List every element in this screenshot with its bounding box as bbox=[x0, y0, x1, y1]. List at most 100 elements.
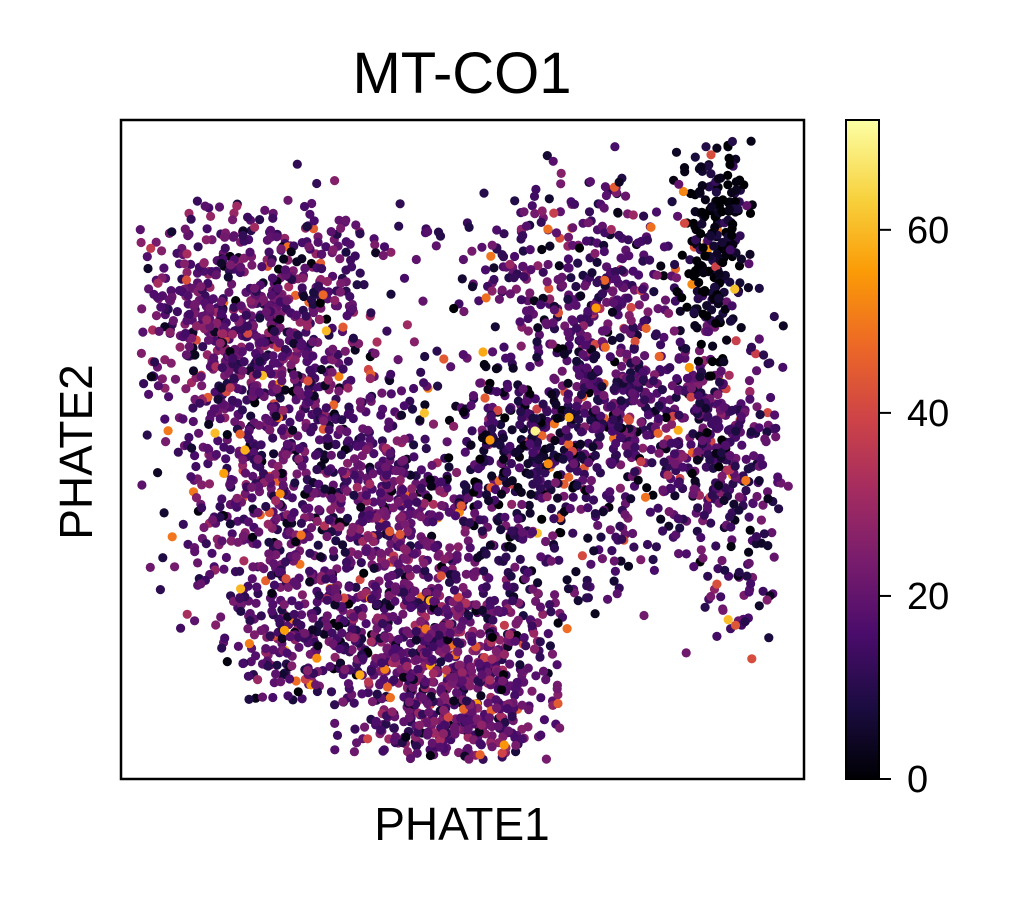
scatter-point bbox=[457, 274, 467, 284]
scatter-point bbox=[338, 364, 348, 374]
scatter-point bbox=[348, 304, 358, 314]
scatter-point bbox=[714, 293, 724, 303]
scatter-point bbox=[467, 426, 477, 436]
scatter-point bbox=[592, 463, 602, 473]
scatter-point bbox=[610, 566, 621, 576]
scatter-point bbox=[413, 727, 423, 737]
scatter-point bbox=[190, 616, 200, 626]
scatter-point bbox=[179, 259, 190, 269]
scatter-point bbox=[586, 559, 596, 569]
scatter-point bbox=[737, 440, 747, 450]
scatter-point bbox=[228, 215, 238, 225]
scatter-point bbox=[312, 464, 322, 475]
scatter-point bbox=[511, 740, 521, 751]
scatter-point bbox=[253, 507, 263, 518]
scatter-point bbox=[707, 356, 718, 367]
scatter-point bbox=[360, 722, 370, 732]
scatter-point bbox=[653, 428, 663, 438]
scatter-point bbox=[392, 436, 402, 446]
scatter-point bbox=[416, 483, 426, 493]
scatter-point bbox=[308, 351, 318, 361]
scatter-point bbox=[571, 281, 581, 292]
scatter-point bbox=[229, 312, 240, 323]
scatter-point bbox=[745, 208, 756, 218]
scatter-point bbox=[289, 577, 299, 587]
scatter-point bbox=[475, 750, 485, 760]
scatter-point bbox=[278, 405, 288, 416]
scatter-point bbox=[254, 420, 264, 430]
scatter-point bbox=[249, 447, 259, 458]
scatter-point bbox=[717, 471, 727, 481]
scatter-point bbox=[239, 357, 249, 367]
scatter-point bbox=[249, 630, 259, 640]
scatter-point bbox=[451, 570, 461, 580]
scatter-point bbox=[269, 449, 279, 459]
scatter-point bbox=[530, 426, 540, 436]
scatter-point bbox=[421, 648, 431, 658]
scatter-point bbox=[497, 250, 507, 260]
scatter-point bbox=[510, 196, 520, 206]
scatter-point bbox=[480, 265, 491, 275]
scatter-point bbox=[700, 287, 710, 297]
scatter-point bbox=[511, 448, 521, 458]
scatter-point bbox=[686, 383, 697, 393]
scatter-point bbox=[593, 365, 603, 375]
scatter-point bbox=[561, 425, 571, 435]
scatter-point bbox=[256, 440, 266, 450]
scatter-point bbox=[251, 598, 261, 608]
scatter-point bbox=[269, 326, 280, 336]
scatter-point bbox=[699, 510, 709, 520]
scatter-point bbox=[745, 249, 755, 259]
scatter-point bbox=[722, 335, 732, 345]
scatter-point bbox=[698, 553, 708, 563]
scatter-point bbox=[516, 487, 526, 497]
scatter-point bbox=[461, 696, 472, 706]
scatter-point bbox=[465, 518, 475, 528]
scatter-point bbox=[314, 590, 324, 601]
scatter-point bbox=[211, 270, 221, 280]
scatter-point bbox=[376, 488, 386, 498]
scatter-point bbox=[591, 303, 601, 313]
scatter-point bbox=[284, 282, 294, 292]
scatter-point bbox=[463, 552, 474, 563]
scatter-point bbox=[754, 334, 764, 344]
scatter-point bbox=[227, 279, 237, 289]
scatter-point bbox=[334, 386, 344, 396]
scatter-point bbox=[248, 532, 258, 542]
scatter-point bbox=[412, 655, 422, 665]
scatter-point bbox=[545, 241, 555, 251]
scatter-point bbox=[303, 484, 313, 494]
scatter-point bbox=[591, 405, 601, 415]
scatter-point bbox=[411, 626, 421, 637]
scatter-point bbox=[381, 719, 391, 729]
scatter-point bbox=[627, 388, 638, 398]
scatter-point bbox=[261, 501, 271, 512]
scatter-point bbox=[232, 201, 242, 211]
scatter-point bbox=[330, 652, 340, 662]
scatter-point bbox=[542, 151, 552, 161]
scatter-point bbox=[272, 384, 282, 394]
scatter-point bbox=[243, 624, 253, 634]
scatter-point bbox=[535, 637, 545, 647]
scatter-point bbox=[535, 652, 545, 662]
scatter-point bbox=[398, 485, 408, 495]
scatter-point bbox=[326, 687, 337, 697]
scatter-point bbox=[293, 330, 303, 340]
scatter-point bbox=[706, 371, 716, 381]
scatter-point bbox=[348, 522, 358, 533]
scatter-point bbox=[453, 647, 463, 657]
scatter-point bbox=[549, 543, 560, 553]
scatter-point bbox=[718, 605, 728, 616]
scatter-point bbox=[568, 528, 578, 538]
scatter-point bbox=[763, 541, 773, 551]
scatter-point bbox=[514, 463, 525, 473]
scatter-point bbox=[313, 237, 323, 247]
scatter-point bbox=[538, 609, 548, 620]
scatter-point bbox=[223, 272, 233, 282]
scatter-point bbox=[527, 621, 537, 631]
scatter-point bbox=[479, 359, 489, 370]
scatter-point bbox=[378, 250, 388, 261]
scatter-point bbox=[716, 592, 726, 602]
scatter-point bbox=[145, 562, 155, 573]
scatter-point bbox=[528, 584, 538, 594]
